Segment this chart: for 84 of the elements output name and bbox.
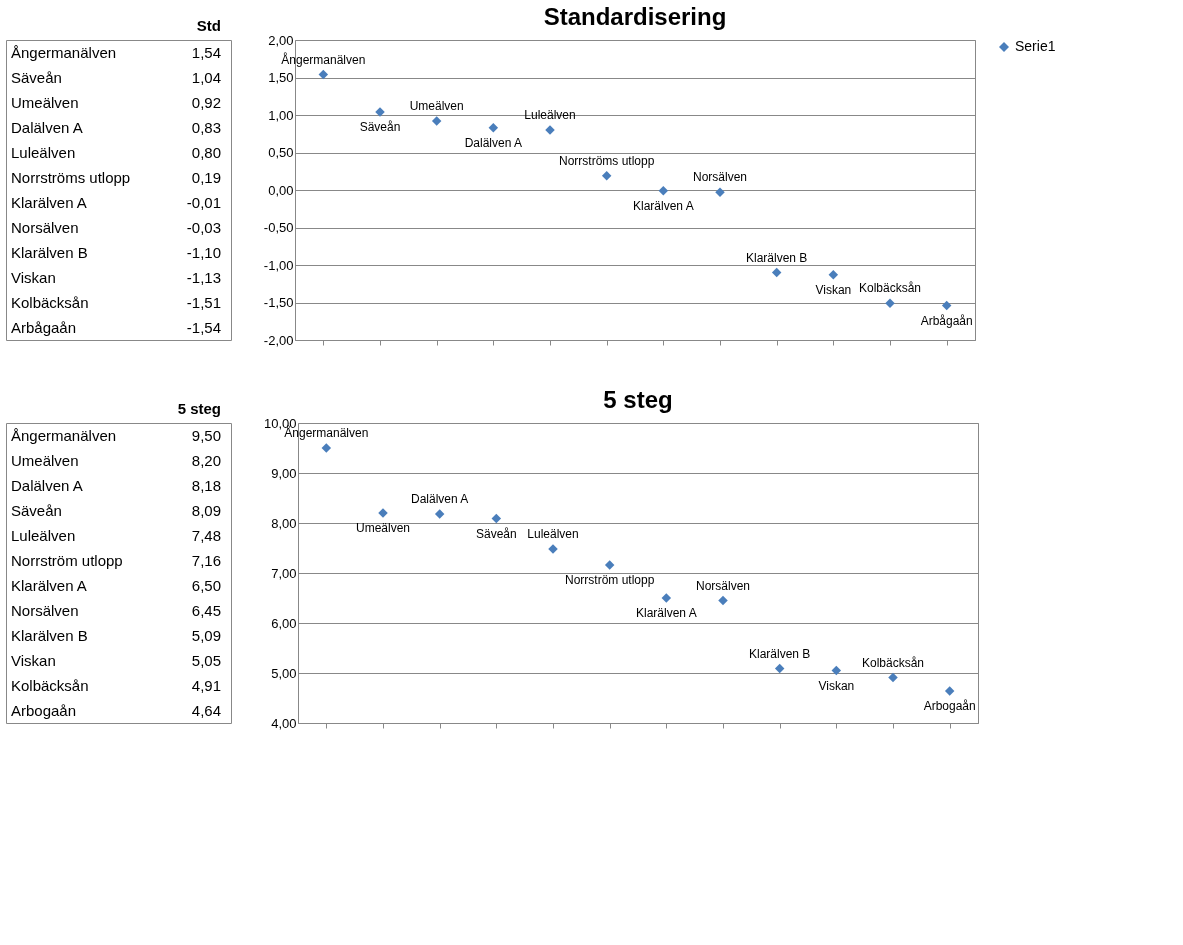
text: 7,16 (191, 551, 221, 569)
y-tick-label: 6,00 (271, 615, 297, 631)
y-tick-label: 9,00 (271, 465, 297, 481)
category-label: Viskan (11, 268, 56, 286)
point (941, 300, 952, 311)
x-tick-label: Luleälven (527, 527, 579, 541)
y-tick-label: 0,50 (268, 145, 294, 160)
point (434, 509, 445, 519)
text: 0,92 (191, 93, 221, 111)
category-label: Dalälven A (11, 476, 83, 494)
text: 6,45 (191, 601, 221, 619)
text: 1,04 (191, 68, 221, 86)
text: -1,13 (186, 268, 221, 286)
text: 5,09 (191, 626, 221, 644)
y-tick-label: 8,00 (271, 515, 297, 531)
text: 8,20 (191, 451, 221, 469)
text: -1,54 (186, 318, 221, 336)
text: -1,51 (186, 293, 221, 311)
y-tick-label: 7,00 (271, 565, 297, 581)
point (774, 663, 785, 674)
text: 9,50 (191, 426, 221, 444)
y-tick-label: 1,00 (268, 107, 294, 123)
legend-label: Serie1 (1015, 38, 1056, 54)
point (771, 267, 782, 278)
category-label: Umeälven (11, 451, 79, 469)
text: -0,03 (186, 218, 221, 236)
text: 5 steg (177, 400, 221, 417)
category-label: Norrströms utlopp (11, 168, 131, 186)
text: Std (196, 17, 221, 34)
category-label: Säveån (11, 68, 62, 86)
point (601, 171, 612, 181)
category-label: Arbågaån (11, 318, 77, 336)
category-label: Kolbäcksån (11, 293, 89, 311)
text: 0,19 (191, 168, 221, 186)
chart-title: 5 steg (603, 386, 673, 413)
text: -0,01 (186, 193, 221, 211)
y-tick-label: 5,00 (271, 665, 297, 681)
point (944, 686, 955, 696)
category-label: Ångermanälven (11, 426, 117, 444)
text: 1,54 (191, 43, 221, 61)
point (488, 123, 499, 133)
point (604, 560, 615, 570)
text: 4,91 (191, 676, 221, 694)
category-label: Klarälven B (11, 243, 88, 261)
category-label: Klarälven A (11, 193, 87, 211)
text: 8,09 (191, 501, 221, 519)
category-label: Norsälven (11, 601, 79, 619)
category-label: Ångermanälven (11, 43, 117, 61)
text: 7,48 (191, 526, 221, 544)
category-label: Kolbäcksån (11, 676, 89, 694)
x-tick-label: Umeälven (355, 521, 411, 535)
text: -1,10 (186, 243, 221, 261)
y-tick-label: 0,00 (268, 182, 294, 198)
point (828, 270, 839, 280)
point (431, 116, 442, 126)
text: 4,64 (191, 701, 221, 719)
point (888, 672, 898, 683)
y-tick-label: -1,50 (263, 295, 294, 310)
y-tick-label: 4,00 (271, 715, 297, 731)
text: 8,18 (191, 476, 221, 494)
text: 6,50 (191, 576, 221, 594)
point (658, 186, 669, 196)
category-label: Norrström utlopp (11, 551, 123, 569)
y-tick-label: -2,00 (263, 332, 294, 348)
point (718, 595, 728, 606)
chart-title: Standardisering (543, 3, 727, 30)
category-label: Säveån (11, 501, 62, 519)
category-label: Arbogaån (11, 701, 77, 719)
category-label: Norsälven (11, 218, 79, 236)
point (491, 513, 502, 524)
text: 0,83 (191, 118, 221, 136)
category-label: Klarälven B (11, 626, 88, 644)
point (831, 665, 842, 676)
x-tick-label: Säveån (475, 526, 517, 541)
point (321, 443, 332, 453)
y-tick-label: -0,50 (263, 220, 294, 235)
text: 0,80 (191, 143, 221, 161)
point (661, 593, 672, 603)
y-tick-label: -1,00 (263, 257, 294, 273)
text: 5,05 (191, 651, 221, 669)
category-label: Umeälven (11, 93, 79, 111)
y-tick-label: 2,00 (268, 32, 294, 48)
point (318, 69, 329, 80)
y-tick-label: 1,50 (268, 70, 294, 85)
